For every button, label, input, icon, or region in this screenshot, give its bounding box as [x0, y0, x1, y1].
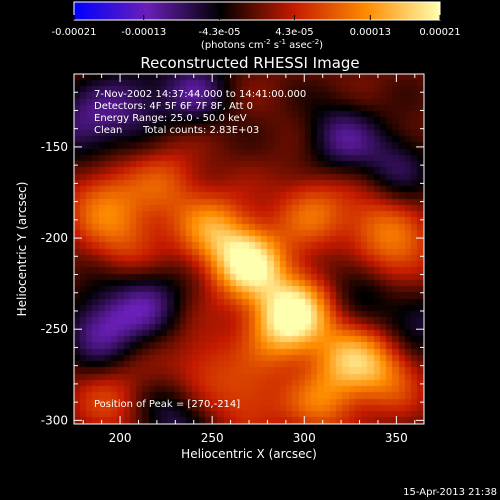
- x-tick-label: 300: [293, 431, 316, 445]
- colorbar-tick-label: 0.00013: [350, 27, 391, 38]
- annotation-counts: Total counts: 2.83E+03: [142, 125, 259, 136]
- x-axis-label: Heliocentric X (arcsec): [181, 447, 317, 461]
- chart-title: Reconstructed RHESSI Image: [140, 54, 359, 72]
- annotation-peak: Position of Peak = [270,-214]: [94, 399, 240, 410]
- annotation-energy: Energy Range: 25.0 - 50.0 keV: [94, 113, 247, 124]
- colorbar-tick-label: -0.00013: [121, 27, 166, 38]
- colorbar-tick-label: 0.00021: [419, 27, 460, 38]
- colorbar-units: (photons cm-2 s-1 asec-2): [201, 38, 323, 51]
- colorbar: [73, 1, 441, 21]
- colorbar-tick-label: -0.00021: [52, 27, 97, 38]
- colorbar-tick-label: 4.3e-05: [275, 27, 313, 38]
- y-axis-label: Heliocentric Y (arcsec): [15, 182, 29, 317]
- y-tick-label: -150: [41, 140, 68, 154]
- x-tick-label: 200: [109, 431, 132, 445]
- colorbar-tick-label: -4.3e-05: [199, 27, 241, 38]
- footer-timestamp: 15-Apr-2013 21:38: [403, 487, 497, 498]
- annotation-time: 7-Nov-2002 14:37:44.000 to 14:41:00.000: [94, 89, 306, 100]
- y-tick-label: -200: [41, 231, 68, 245]
- annotation-detectors: Detectors: 4F 5F 6F 7F 8F, Att 0: [94, 101, 253, 112]
- axis-ticks: 200 250 300 350 -150 -200 -250 -300: [41, 73, 424, 445]
- colorbar-ticks: -0.00021 -0.00013 -4.3e-05 4.3e-05 0.00013 0.…: [52, 15, 461, 38]
- y-tick-label: -250: [41, 322, 68, 336]
- annotation-method: Clean: [94, 125, 122, 136]
- y-tick-label: -300: [41, 413, 68, 427]
- x-tick-label: 350: [385, 431, 408, 445]
- image-annotations: 7-Nov-2002 14:37:44.000 to 14:41:00.000 …: [94, 89, 306, 410]
- x-tick-label: 250: [201, 431, 224, 445]
